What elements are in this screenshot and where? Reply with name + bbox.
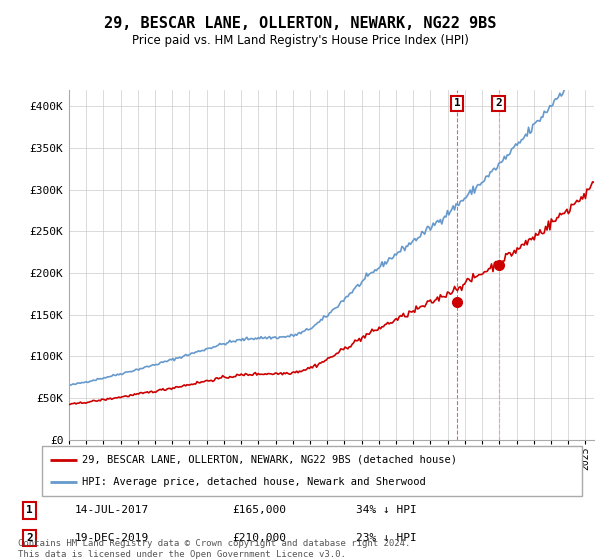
Text: Price paid vs. HM Land Registry's House Price Index (HPI): Price paid vs. HM Land Registry's House … — [131, 34, 469, 46]
Text: 19-DEC-2019: 19-DEC-2019 — [74, 533, 149, 543]
Text: 29, BESCAR LANE, OLLERTON, NEWARK, NG22 9BS: 29, BESCAR LANE, OLLERTON, NEWARK, NG22 … — [104, 16, 496, 31]
Text: 34% ↓ HPI: 34% ↓ HPI — [356, 506, 417, 516]
Text: £210,000: £210,000 — [232, 533, 286, 543]
Text: 29, BESCAR LANE, OLLERTON, NEWARK, NG22 9BS (detached house): 29, BESCAR LANE, OLLERTON, NEWARK, NG22 … — [83, 455, 458, 465]
Text: 2: 2 — [26, 533, 32, 543]
Text: 2: 2 — [495, 99, 502, 108]
Text: Contains HM Land Registry data © Crown copyright and database right 2024.
This d: Contains HM Land Registry data © Crown c… — [18, 539, 410, 559]
Text: 1: 1 — [454, 99, 460, 108]
Text: HPI: Average price, detached house, Newark and Sherwood: HPI: Average price, detached house, Newa… — [83, 477, 426, 487]
Text: 14-JUL-2017: 14-JUL-2017 — [74, 506, 149, 516]
Text: £165,000: £165,000 — [232, 506, 286, 516]
Text: 1: 1 — [26, 506, 32, 516]
FancyBboxPatch shape — [42, 446, 582, 496]
Text: 23% ↓ HPI: 23% ↓ HPI — [356, 533, 417, 543]
